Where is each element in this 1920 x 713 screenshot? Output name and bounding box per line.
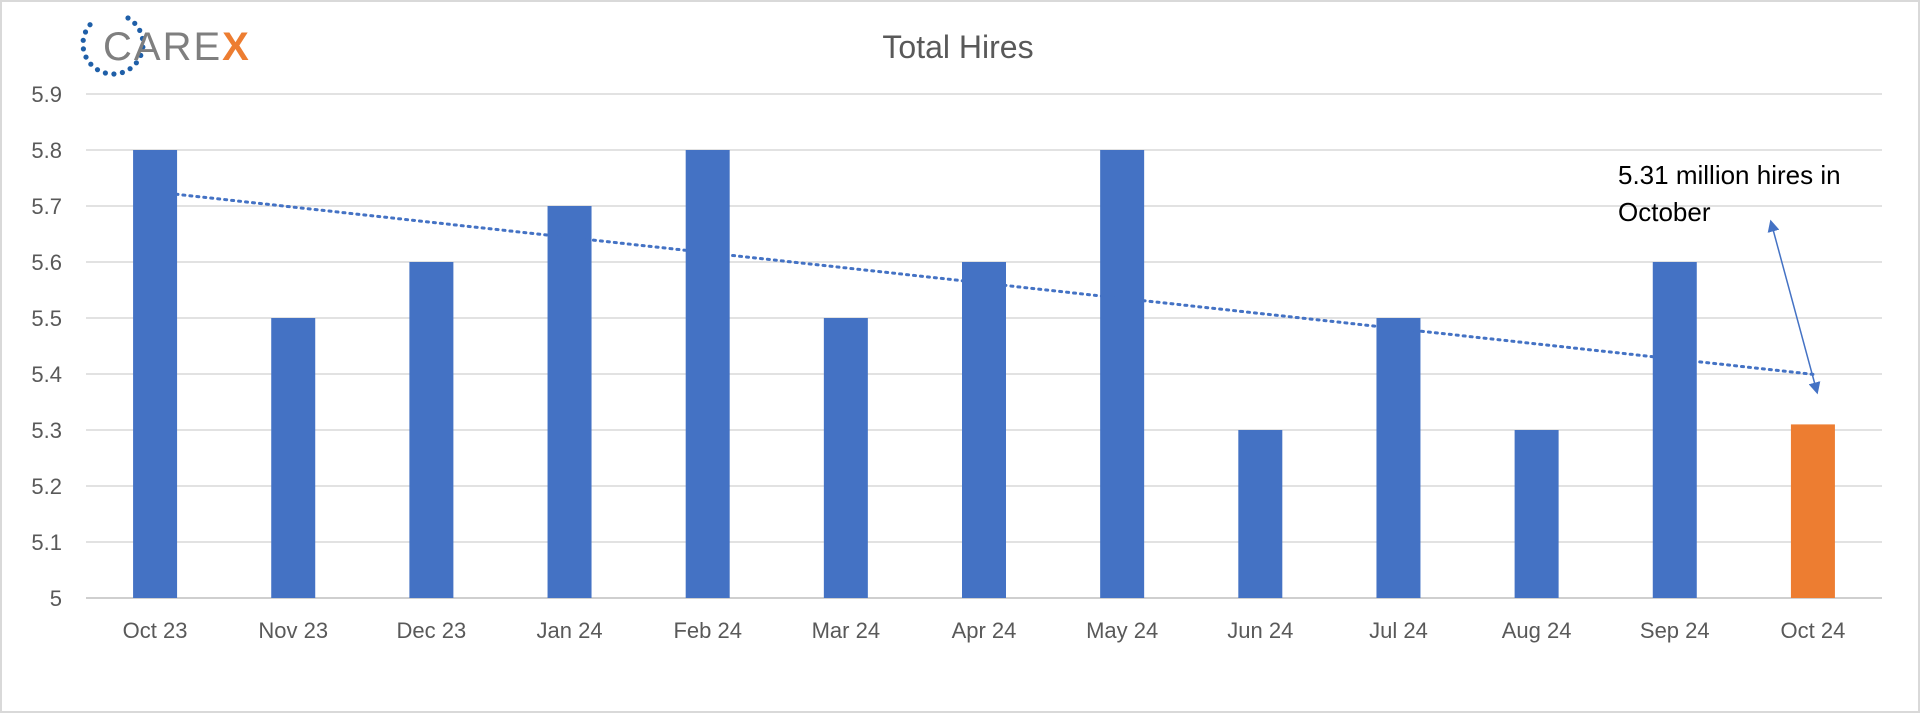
x-tick-label: Apr 24: [952, 618, 1017, 643]
x-tick-label: Aug 24: [1502, 618, 1572, 643]
bar-may-24: [1100, 150, 1145, 598]
y-tick-label: 5.2: [31, 474, 62, 499]
logo-dot: [83, 54, 89, 60]
bars: [133, 150, 1835, 598]
x-axis-ticks: Oct 23 Nov 23 Dec 23 Jan 24 Feb 24 Mar 24 Apr …: [123, 618, 1846, 643]
y-tick-label: 5.7: [31, 194, 62, 219]
logo-dot: [138, 52, 144, 59]
y-tick-label: 5.3: [31, 418, 62, 443]
chart-title: Total Hires: [882, 29, 1033, 65]
x-tick-label: Jul 24: [1369, 618, 1428, 643]
logo-dot: [119, 69, 125, 76]
logo-dot: [94, 67, 101, 73]
logo-dot: [111, 71, 117, 77]
logo-dot: [102, 70, 108, 76]
bar-jun-24: [1238, 430, 1283, 598]
bar-apr-24: [962, 262, 1006, 598]
logo-text-main: CARE: [103, 25, 222, 69]
logo-dot: [137, 27, 143, 33]
logo-dot: [80, 37, 86, 43]
bar-mar-24: [823, 318, 868, 598]
y-axis-ticks: 5 5.1 5.2 5.3 5.4 5.5 5.6 5.7 5.8 5.9: [31, 82, 62, 611]
y-tick-label: 5.9: [31, 82, 62, 107]
carex-logo: CAREX: [80, 15, 251, 77]
logo-dot: [140, 44, 146, 50]
bar-jan-24: [547, 206, 592, 598]
logo-dot: [80, 46, 87, 52]
bar-oct-24: [1790, 424, 1835, 598]
trendline: [153, 190, 1815, 376]
x-tick-label: May 24: [1086, 618, 1158, 643]
x-tick-label: Feb 24: [673, 618, 742, 643]
y-tick-label: 5.6: [31, 250, 62, 275]
annotation-line-2: October: [1618, 197, 1711, 227]
logo-wordmark: CAREX: [103, 25, 251, 69]
annotation-line-1: 5.31 million hires in: [1618, 160, 1841, 190]
logo-dot: [139, 35, 146, 42]
x-tick-label: Jan 24: [537, 618, 603, 643]
x-tick-label: Nov 23: [258, 618, 328, 643]
y-tick-label: 5.4: [31, 362, 62, 387]
x-tick-label: Sep 24: [1640, 618, 1710, 643]
x-tick-label: Jun 24: [1227, 618, 1293, 643]
trendline-group: [153, 190, 1815, 376]
y-tick-label: 5: [50, 586, 62, 611]
logo-dot: [133, 60, 139, 66]
x-tick-label: Oct 23: [123, 618, 188, 643]
bar-oct-23: [133, 150, 178, 598]
bar-nov-23: [271, 318, 316, 598]
y-tick-label: 5.1: [31, 530, 62, 555]
x-tick-label: Dec 23: [397, 618, 467, 643]
y-tick-label: 5.8: [31, 138, 62, 163]
logo-text-accent: X: [222, 25, 251, 69]
logo-dots-ring: [80, 15, 146, 77]
bar-feb-24: [685, 150, 730, 598]
x-tick-label: Oct 24: [1781, 618, 1846, 643]
bar-dec-23: [409, 262, 454, 598]
logo-dot: [127, 66, 133, 72]
bar-jul-24: [1376, 318, 1421, 598]
logo-dot: [132, 20, 138, 26]
logo-dot: [87, 22, 93, 28]
logo-dot: [82, 29, 89, 35]
x-tick-label: Mar 24: [812, 618, 880, 643]
annotation: 5.31 million hires in October: [1618, 160, 1841, 395]
y-tick-label: 5.5: [31, 306, 62, 331]
annotation-arrow: [1767, 219, 1821, 395]
bar-sep-24: [1652, 262, 1697, 598]
bar-aug-24: [1514, 430, 1559, 598]
logo-dot: [88, 61, 94, 67]
logo-dot: [125, 15, 131, 21]
